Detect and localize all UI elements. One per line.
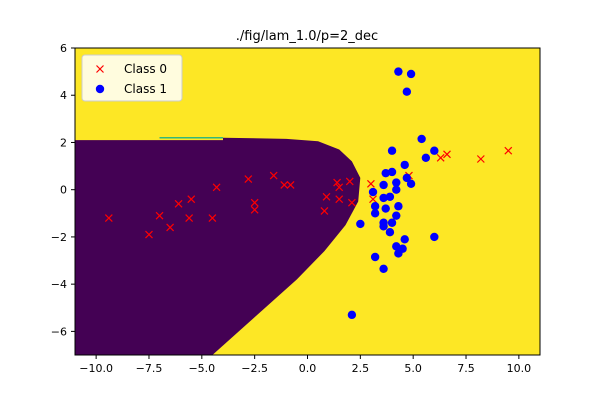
class-0-point [286, 181, 295, 189]
class-0-point [322, 192, 331, 201]
class-1-point [430, 232, 439, 242]
class-0-point [335, 195, 344, 204]
class-0-point [347, 198, 356, 207]
class-0-point [250, 205, 259, 214]
y-axis: −6 −4 −2 0 2 4 6 [51, 42, 75, 338]
y-tick-label: 4 [60, 89, 67, 102]
class-0-point [244, 175, 253, 183]
class-1-point [379, 193, 388, 203]
class-1-point [370, 209, 380, 218]
class-1-point [421, 153, 431, 163]
data-points [104, 67, 513, 320]
class-1-point [387, 218, 397, 227]
class-0-point [476, 155, 485, 163]
class-1-point [392, 211, 401, 220]
class-1-point [406, 69, 416, 79]
y-tick-label: −4 [51, 278, 67, 291]
class-0-point [187, 195, 196, 204]
class-1-point [387, 167, 397, 177]
class-0-point [145, 230, 153, 239]
class-1-point [402, 173, 412, 183]
class-1-point [394, 67, 403, 76]
class-0-point [436, 153, 445, 162]
y-tick-label: 6 [60, 42, 67, 55]
class-1-point [347, 310, 357, 320]
class-0-point [250, 198, 259, 207]
class-0-point [208, 214, 217, 222]
class-0-point [333, 178, 342, 187]
y-tick-label: 0 [60, 184, 67, 197]
x-tick-label: 0.0 [299, 362, 317, 375]
class-0-point [212, 183, 221, 192]
class-1-point [417, 134, 426, 144]
class-0-legend-marker [96, 65, 104, 73]
class-0-point [155, 211, 164, 220]
class-1-point [356, 219, 365, 229]
class-1-point [381, 168, 390, 178]
class-1-point [385, 228, 395, 237]
x-tick-label: −5.0 [188, 362, 215, 375]
y-tick-label: −2 [51, 231, 67, 244]
legend: Class 0 Class 1 [81, 54, 183, 102]
class-1-point [379, 180, 388, 190]
x-tick-label: 10.0 [507, 362, 532, 375]
y-tick-label: 2 [60, 136, 67, 149]
class-1-point [400, 160, 409, 170]
class-1-point [368, 187, 378, 197]
x-tick-label: 2.5 [352, 362, 370, 375]
class-1-point [385, 192, 395, 201]
class-1-point [379, 264, 388, 274]
class-0-point [504, 146, 513, 155]
x-tick-label: −2.5 [241, 362, 268, 375]
legend-box [81, 54, 183, 102]
class-0-point [369, 195, 377, 204]
class-0-point [185, 214, 194, 222]
class-1-point [392, 185, 401, 194]
class-1-point [387, 146, 397, 155]
class-1-point [392, 242, 401, 251]
y-tick-label: −6 [51, 325, 67, 338]
class-1-point [430, 146, 439, 155]
x-tick-label: −7.5 [136, 362, 163, 375]
class-1-point [402, 87, 412, 96]
class-1-point [406, 179, 416, 188]
x-tick-label: 7.5 [457, 362, 475, 375]
class-1-point [381, 204, 390, 213]
class-1-point [394, 249, 403, 258]
class-0-point [320, 207, 329, 215]
x-axis: −10.0 −7.5 −5.0 −2.5 0.0 2.5 5.0 7.5 10.0 [79, 355, 531, 375]
plot-area [75, 48, 540, 355]
class-0-point [104, 214, 113, 222]
class-1-point [392, 178, 401, 187]
class-1-point [394, 202, 403, 211]
class-0-region [75, 137, 361, 355]
class-0-point [443, 150, 451, 159]
class-1-legend-marker [95, 84, 105, 94]
chart-title: ./fig/lam_1.0/p=2_dec [236, 29, 378, 44]
class-1-point [379, 222, 388, 231]
x-tick-label: −10.0 [79, 362, 113, 375]
class-0-point [269, 171, 278, 180]
class-0-point [366, 179, 375, 188]
class-1-point [400, 235, 409, 244]
class-1-point [370, 202, 380, 211]
class-1-legend-label: Class 1 [124, 82, 167, 96]
class-0-point [280, 181, 289, 189]
class-0-legend-label: Class 0 [124, 62, 167, 76]
class-1-point [370, 252, 380, 262]
class-0-point [166, 223, 175, 232]
class-0-point [335, 183, 344, 192]
class-0-point [345, 177, 354, 186]
x-tick-label: 5.0 [404, 362, 422, 375]
class-0-point [174, 199, 183, 208]
